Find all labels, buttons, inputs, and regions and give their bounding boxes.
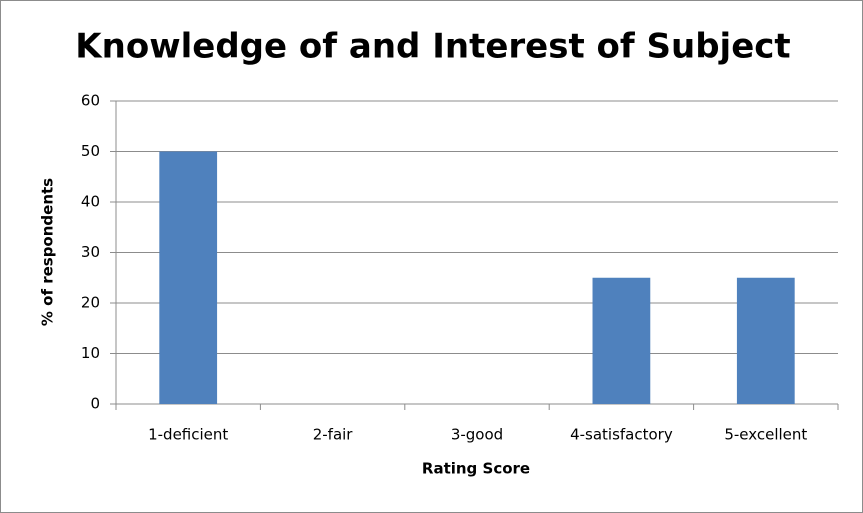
x-axis-label: Rating Score: [422, 460, 530, 478]
x-tick-label: 1-deficient: [148, 426, 228, 444]
y-tick-label: 50: [81, 142, 100, 160]
bar: [592, 277, 651, 404]
x-tick-label: 2-fair: [313, 426, 354, 444]
x-tick-label: 5-excellent: [724, 426, 807, 444]
x-tick-label: 4-satisfactory: [570, 426, 673, 444]
x-tick-label: 3-good: [451, 426, 503, 444]
y-tick-label: 30: [81, 243, 100, 261]
y-tick-label: 20: [81, 294, 100, 312]
y-tick-label: 0: [90, 395, 100, 413]
y-tick-label: 10: [81, 344, 100, 362]
y-tick-label: 60: [81, 92, 100, 110]
bar: [159, 151, 218, 404]
y-tick-label: 40: [81, 193, 100, 211]
bar: [736, 277, 795, 404]
chart-title: Knowledge of and Interest of Subject: [75, 27, 790, 67]
y-axis-label: % of respondents: [39, 178, 57, 326]
